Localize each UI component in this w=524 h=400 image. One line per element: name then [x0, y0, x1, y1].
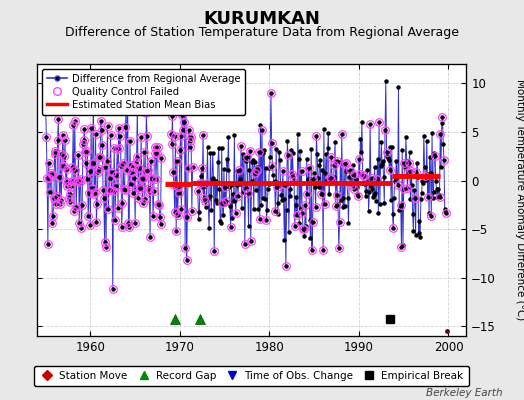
Legend: Station Move, Record Gap, Time of Obs. Change, Empirical Break: Station Move, Record Gap, Time of Obs. C… [35, 366, 468, 386]
Text: Difference of Station Temperature Data from Regional Average: Difference of Station Temperature Data f… [65, 26, 459, 39]
Text: KURUMKAN: KURUMKAN [203, 10, 321, 28]
Y-axis label: Monthly Temperature Anomaly Difference (°C): Monthly Temperature Anomaly Difference (… [516, 79, 524, 321]
Text: Berkeley Earth: Berkeley Earth [427, 388, 503, 398]
Legend: Difference from Regional Average, Quality Control Failed, Estimated Station Mean: Difference from Regional Average, Qualit… [42, 69, 245, 115]
